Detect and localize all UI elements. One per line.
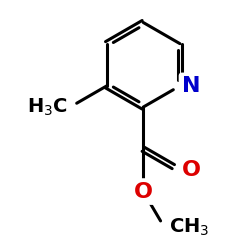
Text: N: N (182, 76, 201, 96)
Text: H$_3$C: H$_3$C (27, 96, 68, 118)
Text: H$_3$C: H$_3$C (27, 96, 68, 118)
Text: CH$_3$: CH$_3$ (169, 217, 209, 238)
Text: CH$_3$: CH$_3$ (169, 217, 209, 238)
Text: O: O (134, 182, 153, 202)
Text: O: O (182, 160, 201, 180)
Text: N: N (182, 76, 201, 96)
Text: O: O (134, 182, 153, 202)
Text: O: O (182, 160, 201, 180)
